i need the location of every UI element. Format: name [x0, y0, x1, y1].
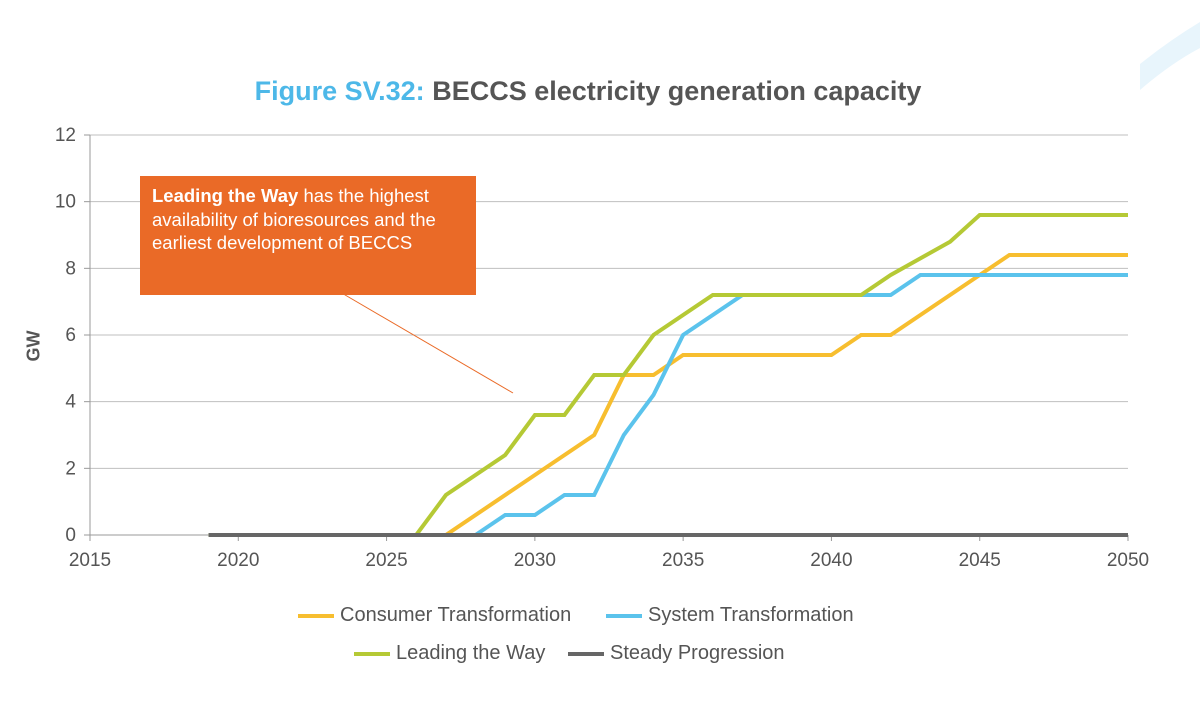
legend-swatch: [568, 651, 604, 656]
y-tick-label: 0: [65, 525, 76, 546]
y-axis-label: GW: [23, 330, 44, 362]
series-lines: [208, 213, 1128, 537]
legend-item: Leading the Way: [354, 642, 545, 665]
y-tick-label: 8: [65, 258, 76, 279]
x-tick-label: 2025: [365, 550, 407, 571]
y-tick-label: 10: [55, 192, 76, 213]
legend-label: Leading the Way: [396, 642, 546, 664]
x-tick-label: 2040: [810, 550, 852, 571]
x-tick-label: 2045: [959, 550, 1001, 571]
x-tick-label: 2015: [69, 550, 111, 571]
callout-text: has the highest availability of bioresou…: [152, 185, 436, 253]
series-line-system-transformation: [208, 273, 1128, 537]
x-tick-label: 2050: [1107, 550, 1149, 571]
y-tick-label: 2: [65, 458, 76, 479]
x-tick-label: 2035: [662, 550, 704, 571]
x-tick-label: 2030: [514, 550, 556, 571]
legend-label: Consumer Transformation: [340, 604, 572, 626]
y-tick-label: 12: [55, 125, 76, 146]
corner-decoration: [1140, 22, 1200, 90]
series-line-leading-the-way: [208, 213, 1128, 537]
callout-leader-line: [339, 291, 514, 394]
callout-bold: Leading the Way: [152, 185, 299, 206]
legend-label: Steady Progression: [610, 642, 785, 664]
tick-labels: 0 2 4 6 8 10 12 2015 2020 2025 2030 2035 2040 2045 205…: [55, 125, 1149, 571]
legend-swatch: [298, 613, 334, 618]
series-line-consumer-transformation: [208, 253, 1128, 537]
legend-swatch: [606, 613, 642, 618]
legend-item: System Transformation: [606, 604, 854, 627]
figure-title: BECCS electricity generation capacity: [432, 76, 922, 106]
chart-title: Figure SV.32: BECCS electricity generati…: [0, 76, 1176, 107]
x-tick-label: 2020: [217, 550, 259, 571]
legend-item: Steady Progression: [568, 642, 785, 665]
figure-number: Figure SV.32:: [254, 76, 425, 106]
y-tick-label: 6: [65, 325, 76, 346]
legend: Consumer Transformation System Transforma…: [0, 600, 1200, 680]
legend-swatch: [354, 651, 390, 656]
y-tick-label: 4: [65, 392, 76, 413]
callout-box: Leading the Way has the highest availabi…: [140, 176, 476, 295]
legend-label: System Transformation: [648, 604, 854, 626]
legend-item: Consumer Transformation: [298, 604, 571, 627]
